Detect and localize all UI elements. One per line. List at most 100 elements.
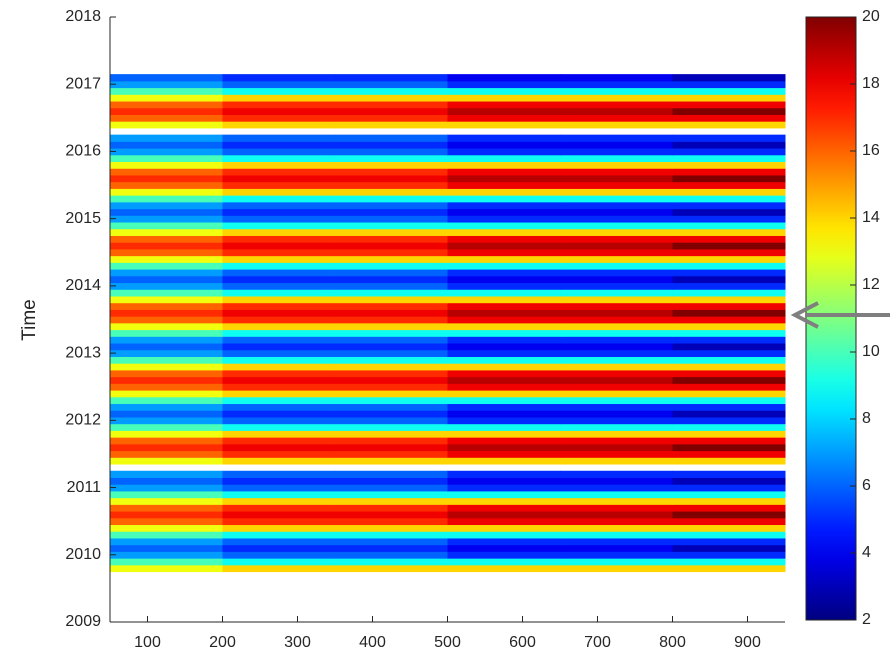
heat-cell xyxy=(560,443,673,452)
heat-cell xyxy=(335,235,448,243)
heat-cell xyxy=(447,363,561,371)
heat-cell xyxy=(447,208,561,216)
heat-cell xyxy=(110,87,223,95)
heat-cell xyxy=(672,195,786,203)
heat-cell xyxy=(672,410,786,418)
heat-cell xyxy=(222,551,336,559)
colorbar-tick-label: 20 xyxy=(862,8,880,25)
heat-cell xyxy=(560,551,673,559)
heat-cell xyxy=(110,148,223,156)
heat-cell xyxy=(560,524,673,532)
heat-cell xyxy=(110,383,223,391)
heat-cell xyxy=(447,174,561,183)
heat-cell xyxy=(110,511,223,519)
heat-cell xyxy=(672,248,786,257)
heat-cell xyxy=(335,242,448,250)
heat-cell xyxy=(672,531,786,539)
heat-cell xyxy=(447,443,561,452)
heat-cell xyxy=(447,349,561,357)
heat-cell xyxy=(447,558,561,566)
heat-cell xyxy=(335,248,448,257)
heat-cell xyxy=(110,517,223,526)
heat-cell xyxy=(672,262,786,270)
heat-cell xyxy=(110,396,223,405)
heat-cell xyxy=(222,248,336,257)
heat-cell xyxy=(672,322,786,331)
x-tick-label: 700 xyxy=(584,634,611,651)
heat-cell xyxy=(560,383,673,391)
heat-cell xyxy=(560,430,673,438)
heat-cell xyxy=(672,295,786,304)
heat-cell xyxy=(222,410,336,418)
heat-cell xyxy=(335,316,448,324)
heat-cell xyxy=(222,295,336,304)
heat-cell xyxy=(672,80,786,89)
heat-cell xyxy=(672,484,786,492)
heat-cell xyxy=(222,114,336,122)
heat-cell xyxy=(335,174,448,183)
heat-cell xyxy=(335,443,448,452)
heat-cell xyxy=(447,356,561,364)
heat-cell xyxy=(672,235,786,243)
heat-cell xyxy=(222,302,336,310)
heat-cell xyxy=(110,349,223,357)
heat-cell xyxy=(560,174,673,183)
heat-cell xyxy=(110,168,223,176)
heat-cell xyxy=(222,289,336,297)
heat-cell xyxy=(672,134,786,142)
heat-cell xyxy=(335,537,448,546)
y-tick-label: 2017 xyxy=(65,75,101,92)
heat-cell xyxy=(110,336,223,344)
heat-cell xyxy=(560,437,673,445)
heat-cell xyxy=(110,275,223,284)
heat-cell xyxy=(335,336,448,344)
heat-cell xyxy=(447,121,561,129)
heat-cell xyxy=(222,564,336,573)
heat-cell xyxy=(110,269,223,277)
heat-cell xyxy=(335,322,448,331)
heat-cell xyxy=(335,309,448,317)
heat-cell xyxy=(672,349,786,357)
y-tick-label: 2012 xyxy=(65,412,101,429)
heat-cell xyxy=(447,437,561,445)
heat-cell xyxy=(447,497,561,505)
heat-cell xyxy=(335,356,448,364)
heat-cell xyxy=(560,423,673,431)
heat-cell xyxy=(110,322,223,331)
heat-cell xyxy=(110,450,223,458)
heat-cell xyxy=(447,416,561,425)
heat-cell xyxy=(222,349,336,357)
colorbar-tick-label: 8 xyxy=(862,410,871,427)
heat-cell xyxy=(335,87,448,95)
heat-cell xyxy=(560,497,673,505)
heat-cell xyxy=(447,329,561,337)
heat-cell xyxy=(560,269,673,277)
heat-cell xyxy=(110,390,223,398)
heat-cell xyxy=(560,235,673,243)
colorbar-tick-label: 2 xyxy=(862,611,871,628)
heat-cell xyxy=(447,376,561,384)
heat-cell xyxy=(335,477,448,485)
heat-cell xyxy=(560,161,673,169)
x-tick-label: 800 xyxy=(659,634,686,651)
heat-cell xyxy=(222,174,336,183)
heat-cell xyxy=(447,477,561,485)
heat-cell xyxy=(110,497,223,505)
heat-cell xyxy=(447,403,561,411)
heat-cell xyxy=(560,154,673,163)
heat-cell xyxy=(110,484,223,492)
heat-cell xyxy=(672,215,786,223)
heat-cell xyxy=(672,289,786,297)
heat-cell xyxy=(222,235,336,243)
heat-cell xyxy=(447,302,561,310)
heat-cell xyxy=(335,141,448,149)
heat-cell xyxy=(672,141,786,149)
heat-cell xyxy=(335,383,448,391)
heat-cell xyxy=(560,262,673,270)
arrow-head xyxy=(790,301,819,329)
x-tick-label: 200 xyxy=(209,634,236,651)
heat-cell xyxy=(672,154,786,163)
y-tick-label: 2016 xyxy=(65,143,101,160)
colorbar-tick-label: 12 xyxy=(862,276,880,293)
